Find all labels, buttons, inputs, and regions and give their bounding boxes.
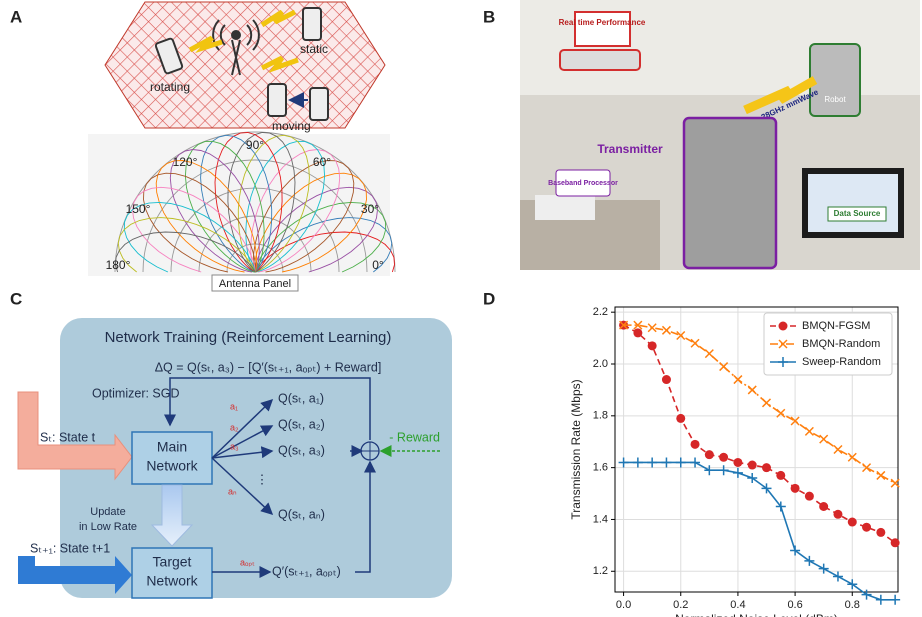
label: Sₜ: State t — [40, 430, 96, 444]
data-point — [648, 341, 657, 350]
data-point — [633, 328, 642, 337]
panel-label: D — [483, 289, 495, 308]
label: Network — [146, 458, 198, 474]
label: rotating — [150, 80, 190, 94]
data-point — [676, 414, 685, 423]
panel-label: C — [10, 289, 22, 308]
caption: Antenna Panel — [219, 278, 291, 290]
q-value: Q(sₜ, a₂) — [278, 417, 325, 431]
action: aₙ — [228, 486, 237, 496]
label: moving — [272, 119, 311, 133]
data-point — [819, 502, 828, 511]
label: Main — [157, 439, 187, 455]
device — [535, 195, 595, 220]
label: - Reward — [389, 430, 440, 444]
data-point — [862, 523, 871, 532]
label: Optimizer: SGD — [92, 386, 180, 400]
phone-icon — [303, 8, 321, 40]
data-point — [776, 471, 785, 480]
data-point — [876, 528, 885, 537]
angle-label: 30° — [361, 202, 379, 216]
label: Update — [90, 506, 125, 518]
screen — [808, 174, 898, 232]
data-point — [691, 440, 700, 449]
data-point — [833, 510, 842, 519]
action: a₁ — [230, 401, 238, 411]
panel-d: 0.0 0.2 0.4 0.6 0.8 1.2 1.4 1.6 1.8 2.0 2.2 Normali… — [569, 306, 900, 617]
coverage-area — [105, 2, 385, 128]
figure: A B C D rotating static moving 90° 120° … — [0, 0, 922, 617]
panel-label: A — [10, 7, 22, 26]
y-tick-label: 1.4 — [593, 513, 608, 525]
data-point — [876, 595, 886, 605]
angle-label: 180° — [106, 258, 131, 272]
action: a₂ — [230, 422, 239, 432]
data-point — [891, 538, 900, 547]
data-point — [733, 458, 742, 467]
angle-label: 90° — [246, 138, 264, 152]
y-tick-label: 2.0 — [593, 358, 608, 370]
x-axis-label: Normalized Noise Level (dBm) — [675, 612, 838, 617]
label: Data Source — [834, 209, 881, 218]
label: static — [300, 42, 328, 56]
angle-label: 120° — [173, 155, 198, 169]
x-tick-label: 0.0 — [616, 599, 631, 611]
data-point — [848, 518, 857, 527]
q-value: Q(sₜ, a₃) — [278, 443, 325, 457]
x-tick-label: 0.6 — [787, 599, 802, 611]
diagram-title: Network Training (Reinforcement Learning… — [105, 329, 392, 346]
label: Sₜ₊₁: State t+1 — [30, 541, 110, 555]
label: Robot — [824, 95, 846, 104]
data-point — [762, 463, 771, 472]
x-tick-label: 0.4 — [730, 599, 745, 611]
q-value: Q(sₜ, a₁) — [278, 391, 324, 405]
legend-marker — [779, 322, 788, 331]
y-axis-label: Transmission Rate (Mbps) — [569, 379, 583, 519]
label: Target — [153, 554, 192, 570]
panel-a: rotating static moving 90° 120° 60° 150°… — [88, 2, 395, 291]
panel-label: B — [483, 7, 495, 26]
y-tick-label: 2.2 — [593, 306, 608, 318]
y-tick-label: 1.8 — [593, 410, 608, 422]
data-point — [705, 450, 714, 459]
data-point — [719, 453, 728, 462]
ellipsis: ⋮ — [256, 472, 269, 486]
label: in Low Rate — [79, 521, 137, 533]
label: Network — [146, 573, 198, 589]
data-point — [890, 595, 900, 605]
highlight — [575, 12, 630, 46]
y-tick-label: 1.6 — [593, 462, 608, 474]
data-point — [662, 375, 671, 384]
page: A B C D rotating static moving 90° 120° … — [0, 0, 922, 617]
panel-b: Real time Performance Robot 28GHz mmWave… — [520, 0, 920, 270]
highlight — [560, 50, 640, 70]
label: Real time Performance — [559, 18, 646, 27]
data-point — [805, 492, 814, 501]
legend-label: BMQN-Random — [802, 338, 880, 350]
label: Transmitter — [597, 142, 663, 156]
phone-icon — [310, 88, 328, 120]
data-point — [748, 461, 757, 470]
highlight — [810, 44, 860, 116]
label: Baseband Processor — [548, 180, 618, 187]
phone-icon — [268, 84, 286, 116]
panel-c: Network Training (Reinforcement Learning… — [18, 318, 452, 598]
action: a₃ — [230, 441, 239, 451]
angle-label: 150° — [126, 202, 151, 216]
x-tick-label: 0.8 — [845, 599, 860, 611]
equation: ΔQ = Q(sₜ, a₃) − [Q′(sₜ₊₁, aₒₚₜ) + Rewar… — [155, 360, 382, 374]
legend-label: Sweep-Random — [802, 356, 881, 368]
y-tick-label: 1.2 — [593, 565, 608, 577]
q-value: Q(sₜ, aₙ) — [278, 507, 325, 521]
angle-label: 60° — [313, 155, 331, 169]
action: aₒₚₜ — [240, 557, 255, 567]
data-point — [791, 484, 800, 493]
angle-label: 0° — [372, 258, 384, 272]
q-value: Q′(sₜ₊₁, aₒₚₜ) — [272, 564, 341, 578]
x-tick-label: 0.2 — [673, 599, 688, 611]
highlight — [684, 118, 776, 268]
legend-label: BMQN-FGSM — [802, 320, 870, 332]
